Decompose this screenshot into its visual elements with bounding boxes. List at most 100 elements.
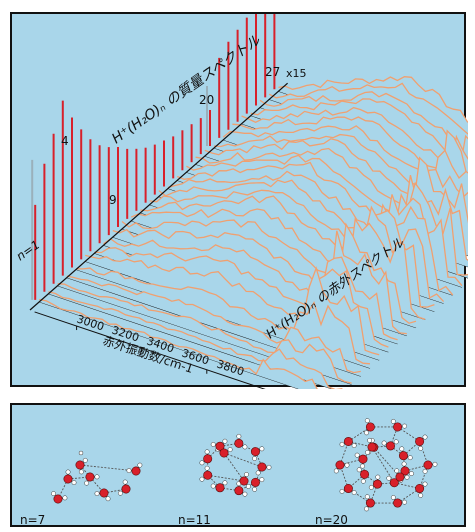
ir-trace-mask [48, 291, 343, 389]
hydrogen-atom [360, 478, 366, 484]
oxygen-atom [219, 448, 229, 458]
hydrogen-atom [244, 472, 249, 477]
hydrogen-atom [82, 457, 88, 463]
ir-trace [103, 238, 398, 341]
hydrogen-bond [207, 474, 245, 482]
hydrogen-atom [422, 468, 428, 474]
ir-trace [158, 179, 454, 296]
oxygen-atom [343, 484, 353, 494]
hydrogen-atom [94, 474, 100, 480]
mass-axis-line [29, 82, 288, 311]
ir-trace [121, 219, 417, 324]
oxygen-atom [131, 466, 141, 476]
structure-n20 [333, 418, 438, 512]
scale-label: x15 [286, 67, 307, 80]
oxygen-atom [203, 454, 213, 464]
ir-trace-mask [39, 299, 318, 389]
mass-peaks [31, 14, 276, 300]
structure-label-n11: n=11 [178, 513, 211, 527]
oxygen-atom [389, 478, 399, 488]
hydrogen-atom [364, 494, 370, 500]
hydrogen-atom [222, 480, 228, 486]
oxygen-atom [257, 462, 267, 472]
hydrogen-atom [339, 441, 345, 447]
hydrogen-atom [368, 484, 374, 490]
mass-ir-spectra-panel: H⁺(H₂O)ₙ の質量スペクトル H⁺(H₂O)ₙ の赤外スペクトル n=1 … [10, 12, 468, 389]
ir-frequency-axis [34, 311, 266, 389]
n-label-20: 20 [199, 93, 214, 107]
hydrogen-atom [390, 495, 396, 500]
oxygen-atom [85, 472, 95, 482]
hydrogen-atom [210, 442, 216, 447]
oxygen-atom [250, 477, 260, 487]
ir-trace [48, 291, 343, 389]
hydrogen-bond [79, 464, 91, 478]
hydrogen-atom [259, 446, 265, 452]
oxygen-atom [239, 476, 249, 486]
ir-trace [241, 106, 468, 178]
hydrogen-atom [210, 483, 216, 489]
hydrogen-atom [418, 445, 424, 451]
hydrogen-atom [364, 418, 370, 424]
oxygen-atom [121, 484, 131, 494]
ir-trace [278, 76, 468, 123]
structure-n7 [51, 450, 143, 504]
structure-n11 [199, 433, 272, 497]
ir-trace [66, 275, 361, 374]
oxygen-atom [360, 469, 370, 479]
ir-trace [75, 267, 371, 365]
hydrogen-bond [390, 445, 404, 457]
ir-trace [39, 298, 318, 389]
hydrogen-atom [364, 506, 369, 512]
ir-trace [57, 283, 352, 384]
hydrogen-atom [227, 447, 233, 453]
oxygen-atom [63, 474, 73, 484]
oxygen-atom [343, 436, 353, 446]
oxygen-atom [393, 498, 403, 508]
ir-trace [195, 147, 468, 224]
hydrogen-atom [399, 446, 405, 452]
hydrogen-atom [71, 480, 77, 486]
hydrogen-atom [401, 461, 407, 467]
hydrogen-atom [339, 488, 345, 494]
oxygen-atom [393, 422, 403, 432]
hydrogen-atom [407, 455, 413, 461]
hydrogen-atom [333, 468, 339, 474]
ir-trace [149, 189, 445, 303]
oxygen-atom [367, 442, 377, 452]
hydrogen-atom [386, 475, 392, 481]
ir-trace [112, 228, 407, 335]
hydrogen-atom [422, 481, 428, 487]
oxygen-atom [99, 488, 109, 498]
oxygen-atom [365, 498, 375, 508]
ir-trace [140, 195, 435, 308]
hydrogen-atom [393, 439, 399, 445]
hydrogen-atom [62, 495, 68, 501]
oxygen-atom [400, 466, 410, 476]
n-label-1: n=1 [14, 237, 43, 263]
hydrogen-atom [242, 444, 248, 450]
hydrogen-atom [356, 467, 362, 473]
hydrogen-atom [422, 434, 428, 440]
hydrogen-atom [204, 465, 210, 471]
oxygen-atom [423, 460, 433, 470]
ir-trace [213, 133, 468, 197]
hydrogen-atom [199, 476, 205, 482]
hydrogen-bond [223, 452, 245, 482]
hydrogen-atom [402, 499, 407, 505]
oxygen-atom [386, 441, 396, 451]
ir-trace [94, 247, 389, 348]
hydrogen-atom [252, 456, 258, 461]
hydrogen-atom [360, 463, 365, 469]
oxygen-atom [415, 484, 425, 494]
oxygen-atom [365, 422, 375, 432]
n-label-4: 4 [61, 134, 69, 148]
hydrogen-atom [122, 479, 128, 485]
oxygen-atom [415, 436, 425, 446]
spectra-plot: H⁺(H₂O)ₙ の質量スペクトル H⁺(H₂O)ₙ の赤外スペクトル n=1 … [14, 14, 468, 389]
ir-trace [204, 138, 468, 207]
cluster-structures-panel: n=7 n=11 n=20 [10, 403, 466, 527]
hydrogen-atom [402, 423, 407, 429]
hydrogen-atom [105, 496, 111, 502]
hydrogen-atom [418, 492, 424, 498]
